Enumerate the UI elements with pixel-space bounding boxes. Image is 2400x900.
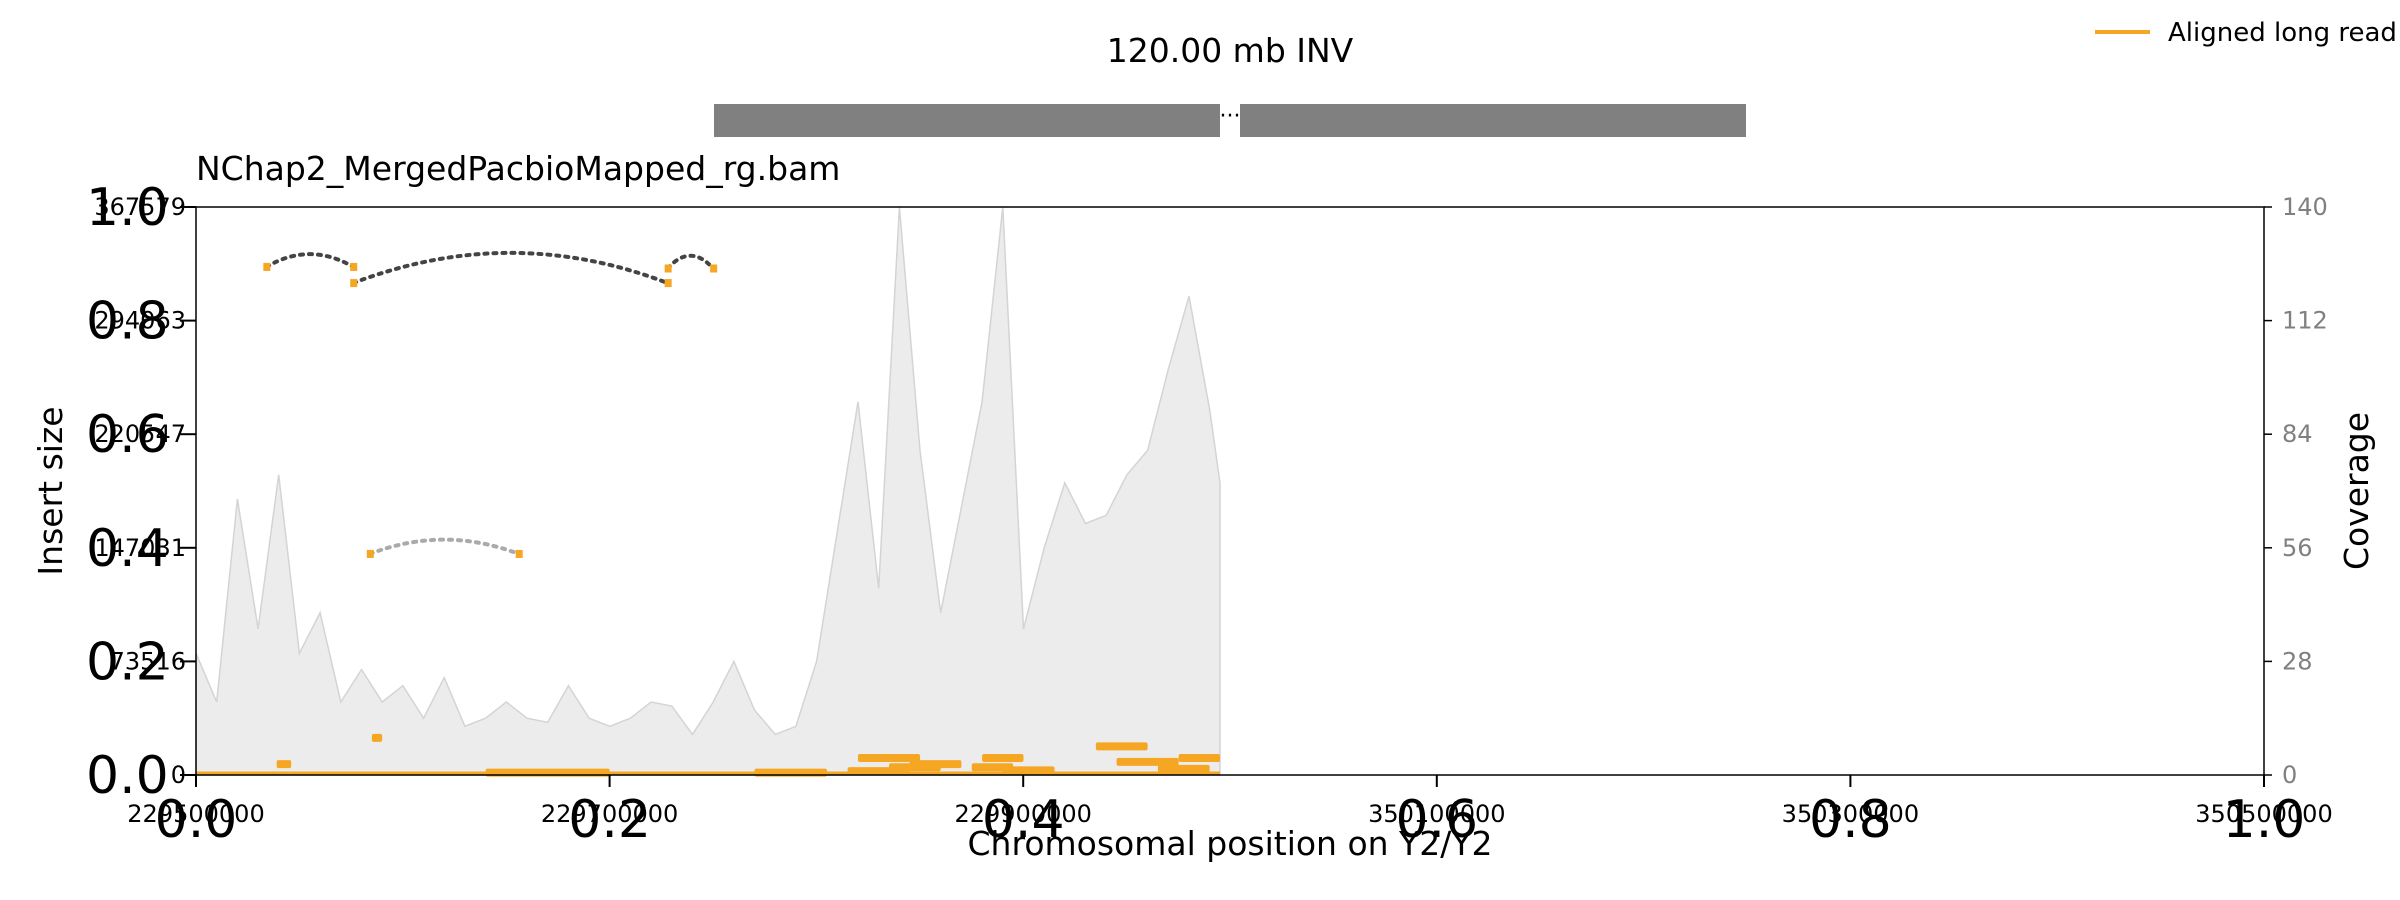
y-axis-label-right: Coverage [2337,412,2376,570]
right-axis: 0 28 56 84 112 140 [2264,193,2328,789]
legend-label: Aligned long read [2168,18,2397,48]
region-bar-right [1240,104,1746,137]
split-arc-end-from [263,262,271,271]
x-position-tick-label: 350500000 [2195,800,2332,828]
x-position-tick-label: 229500000 [127,800,264,828]
y-fraction-tick-label: 0.2 [86,632,169,692]
aligned-read [371,733,383,742]
aligned-read [909,760,962,769]
coverage-layer [195,206,1221,776]
split-arc-end-to [515,549,523,558]
y-insert-tick-label: 367579 [94,193,186,221]
region-bar-left [714,104,1220,137]
aligned-read [276,760,292,769]
split-arc-end-to [710,264,718,273]
y-insert-tick-label: 220547 [94,420,186,448]
coverage-area [195,206,1221,776]
x-fraction-tick-label: 0.4 [982,790,1065,850]
x-fraction-tick-label: 1.0 [2223,790,2306,850]
split-arc [665,253,716,271]
y-coverage-tick-label: 140 [2282,193,2328,221]
y-coverage-tick-label: 56 [2282,534,2313,562]
breakpoint-marker: ··· [1220,104,1241,129]
y-insert-tick-label: 147031 [94,534,186,562]
y-fraction-tick-label: 1.0 [86,178,169,238]
y-coverage-tick-label: 28 [2282,647,2313,675]
split-arc-end-from [350,279,358,288]
chart-title: 120.00 mb INV [1107,31,1354,70]
split-arc [264,252,356,269]
aligned-read [1095,742,1148,751]
y-insert-tick-label: 294063 [94,307,186,335]
split-arc-end-from [366,549,374,558]
chart-subtitle: NChap2_MergedPacbioMapped_rg.bam [196,149,840,188]
x-position-tick-label: 350300000 [1782,800,1919,828]
y-insert-tick-label: 0 [171,761,186,789]
split-arcs-layer [263,250,718,558]
reads-layer [196,733,1220,777]
x-position-tick-label: 229700000 [541,800,678,828]
split-arc [351,250,670,286]
aligned-read [1116,757,1179,766]
y-axis-label-left: Insert size [31,406,70,575]
split-arc-end-to [664,279,672,288]
aligned-read [982,754,1024,763]
aligned-read [971,763,1014,772]
x-axis-label: Chromosomal position on Y2/Y2 [968,824,1493,863]
x-fraction-tick-label: 0.2 [568,790,651,850]
x-position-tick-label: 229900000 [954,800,1091,828]
aligned-read [857,754,921,763]
split-arc-end-to [350,262,358,271]
x-fraction-tick-label: 0.0 [155,790,238,850]
y-insert-tick-label: 73516 [110,647,186,675]
y-fraction-tick-label: 0.6 [86,405,169,465]
split-arc [367,537,521,556]
y-coverage-tick-label: 112 [2282,307,2328,335]
legend: Aligned long read [2095,18,2397,48]
y-fraction-tick-label: 0.8 [86,292,169,352]
split-arc-end-from [664,264,672,273]
x-fraction-tick-label: 0.8 [1809,790,1892,850]
x-position-tick-label: 350100000 [1368,800,1505,828]
plot-frame [195,206,2265,776]
y-fraction-tick-label: 0.0 [86,746,169,806]
y-coverage-tick-label: 0 [2282,761,2297,789]
aligned-read [1157,764,1210,773]
x-fraction-tick-label: 0.6 [1395,790,1478,850]
y-fraction-tick-label: 0.4 [86,519,169,579]
y-coverage-tick-label: 84 [2282,420,2313,448]
aligned-read [1178,754,1220,763]
